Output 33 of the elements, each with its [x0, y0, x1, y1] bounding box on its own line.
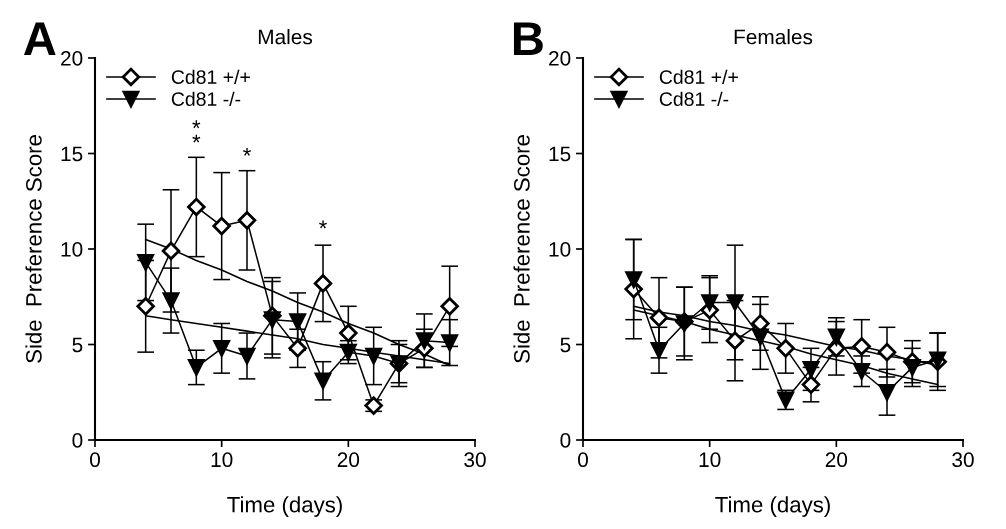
- annotation: * *: [192, 120, 201, 143]
- legend-label: Cd81 +/+: [171, 69, 250, 84]
- x-tick-label: 10: [211, 452, 233, 468]
- text: B: [513, 22, 543, 55]
- legend-label: Cd81 -/-: [171, 91, 241, 106]
- y-tick-label: 5: [72, 337, 83, 353]
- y-tick-label: 5: [560, 337, 571, 353]
- x-axis-title: Time (days): [227, 496, 342, 517]
- y-axis-title: Side Preference Score: [25, 135, 42, 363]
- x-tick-label: 10: [699, 452, 721, 468]
- x-axis-title: Time (days): [715, 496, 830, 517]
- text: A: [23, 22, 56, 55]
- y-tick-label: 10: [61, 242, 83, 257]
- y-tick-label: 15: [549, 146, 571, 162]
- x-tick-label: 30: [464, 452, 486, 468]
- x-tick-label: 0: [90, 452, 100, 468]
- y-tick-label: 0: [560, 433, 571, 448]
- annotation: *: [319, 220, 327, 229]
- legend-label: Cd81 +/+: [659, 69, 738, 84]
- y-tick-label: 0: [72, 433, 83, 448]
- y-tick-label: 15: [61, 146, 83, 162]
- y-tick-label: 10: [549, 242, 571, 257]
- x-tick-label: 20: [825, 452, 848, 468]
- x-tick-label: 0: [578, 452, 588, 468]
- annotation: *: [243, 148, 251, 156]
- y-tick-label: 20: [549, 51, 571, 66]
- chart-title: Females: [734, 29, 813, 45]
- x-tick-label: 20: [337, 452, 360, 468]
- x-tick-label: 30: [952, 452, 974, 468]
- chart-title: Males: [258, 29, 313, 45]
- y-axis-title: Side Preference Score: [513, 135, 530, 363]
- legend-label: Cd81 -/-: [659, 91, 729, 106]
- y-tick-label: 20: [61, 51, 83, 66]
